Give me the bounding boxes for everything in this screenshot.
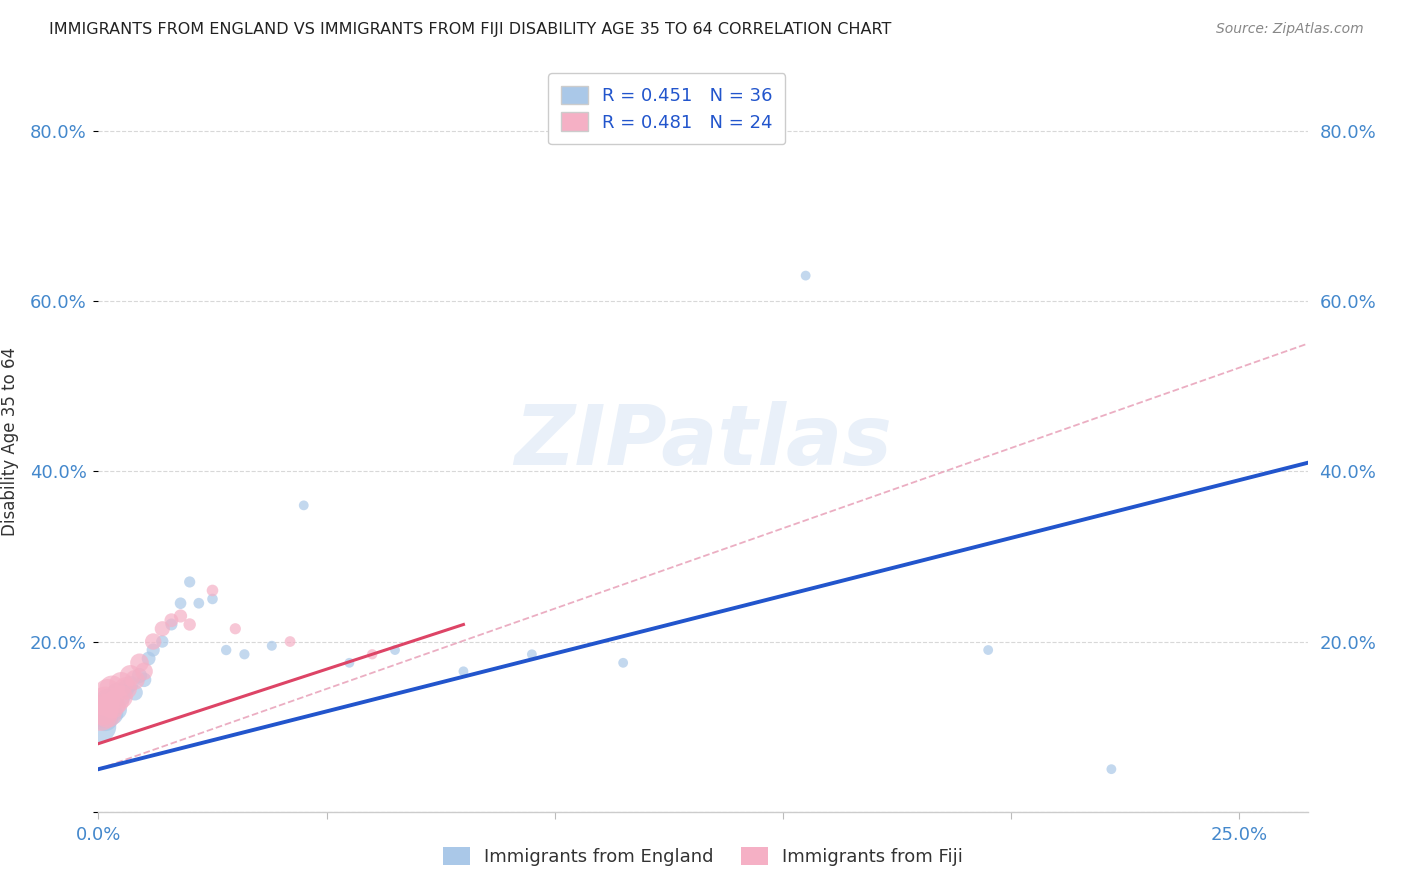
Point — [128, 656, 150, 670]
Point — [361, 648, 384, 662]
Point — [132, 665, 155, 679]
Point — [1099, 762, 1122, 776]
Point — [90, 706, 112, 721]
Point — [169, 596, 191, 610]
Point — [278, 634, 301, 648]
Point — [90, 720, 112, 734]
Point — [179, 574, 201, 589]
Point — [105, 703, 128, 717]
Point — [794, 268, 817, 283]
Point — [96, 706, 118, 721]
Text: Source: ZipAtlas.com: Source: ZipAtlas.com — [1216, 22, 1364, 37]
Point — [114, 681, 136, 696]
Point — [96, 694, 118, 708]
Point — [215, 643, 238, 657]
Point — [160, 617, 183, 632]
Point — [160, 613, 183, 627]
Point — [105, 694, 128, 708]
Point — [101, 706, 124, 721]
Point — [179, 617, 201, 632]
Point — [150, 634, 173, 648]
Point — [91, 703, 114, 717]
Point — [124, 685, 146, 699]
Point — [96, 703, 118, 717]
Point — [453, 665, 475, 679]
Point — [337, 656, 360, 670]
Point — [142, 634, 165, 648]
Point — [150, 622, 173, 636]
Point — [201, 591, 224, 606]
Point — [105, 685, 128, 699]
Point — [612, 656, 634, 670]
Point — [98, 698, 121, 713]
Y-axis label: Disability Age 35 to 64: Disability Age 35 to 64 — [0, 347, 18, 536]
Point — [520, 648, 543, 662]
Point — [132, 673, 155, 687]
Point — [187, 596, 209, 610]
Point — [142, 643, 165, 657]
Point — [292, 499, 315, 513]
Point — [101, 694, 124, 708]
Point — [233, 648, 256, 662]
Text: ZIPatlas: ZIPatlas — [515, 401, 891, 482]
Point — [224, 622, 246, 636]
Point — [110, 690, 132, 704]
Point — [96, 685, 118, 699]
Point — [124, 673, 146, 687]
Point — [120, 677, 142, 691]
Point — [384, 643, 406, 657]
Point — [101, 698, 124, 713]
Point — [101, 681, 124, 696]
Point — [260, 639, 283, 653]
Point — [169, 609, 191, 624]
Point — [114, 681, 136, 696]
Point — [977, 643, 1000, 657]
Legend: R = 0.451   N = 36, R = 0.481   N = 24: R = 0.451 N = 36, R = 0.481 N = 24 — [548, 73, 786, 145]
Point — [94, 711, 117, 725]
Legend: Immigrants from England, Immigrants from Fiji: Immigrants from England, Immigrants from… — [430, 834, 976, 879]
Point — [201, 583, 224, 598]
Text: IMMIGRANTS FROM ENGLAND VS IMMIGRANTS FROM FIJI DISABILITY AGE 35 TO 64 CORRELAT: IMMIGRANTS FROM ENGLAND VS IMMIGRANTS FR… — [49, 22, 891, 37]
Point — [110, 690, 132, 704]
Point — [138, 651, 160, 665]
Point — [91, 706, 114, 721]
Point — [120, 668, 142, 682]
Point — [128, 668, 150, 682]
Point — [110, 677, 132, 691]
Point — [94, 694, 117, 708]
